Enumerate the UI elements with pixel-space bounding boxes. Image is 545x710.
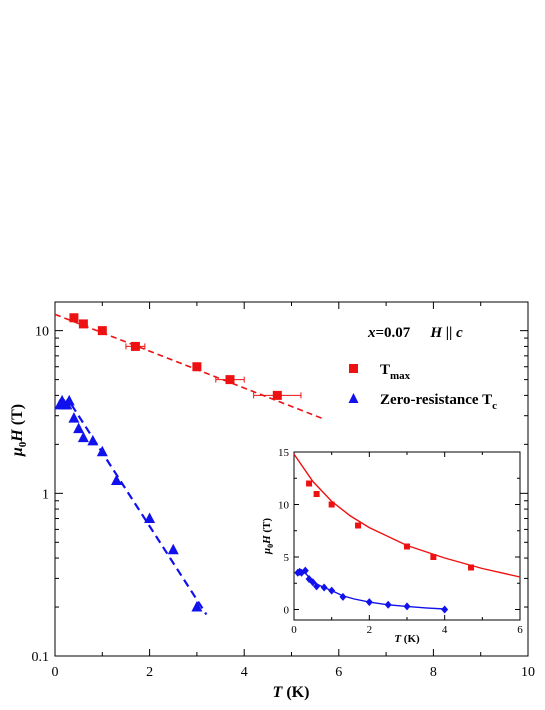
- inset-point-tmax: [313, 491, 320, 497]
- inset-x-tick-label: 4: [442, 624, 448, 636]
- main-point-tc: [167, 543, 179, 555]
- main-point-tmax: [69, 313, 79, 323]
- main-point-tmax: [97, 326, 107, 336]
- main-fit-line-1: [70, 404, 208, 616]
- main-point-tmax: [225, 375, 235, 385]
- main-y-tick-label: 1: [42, 487, 49, 502]
- inset-point-tc: [301, 566, 309, 575]
- inset-x-axis: 0 2 4 6: [291, 452, 523, 636]
- inset-point-tc: [313, 582, 321, 591]
- main-fit-line-0: [54, 313, 325, 421]
- inset-point-tmax: [430, 554, 437, 560]
- main-y-tick-label: 10: [35, 325, 49, 340]
- main-point-tc: [73, 422, 85, 434]
- main-point-tc: [87, 434, 99, 446]
- main-x-tick-label: 6: [335, 665, 342, 680]
- annotation-label: x=0.07 H || c: [367, 325, 463, 341]
- inset-y-axis-title: μ0H (T): [261, 518, 275, 555]
- main-y-axis: 0.1 1 10: [32, 325, 528, 665]
- inset-x-axis-title: T (K): [394, 633, 420, 645]
- inset-y-tick-label: 5: [284, 552, 290, 564]
- main-point-tc: [144, 512, 156, 524]
- legend-label-tc: Zero-resistance Tc: [380, 392, 497, 412]
- inset-x-tick-label: 6: [517, 624, 523, 636]
- main-point-tc: [77, 431, 89, 443]
- main-point-tmax: [192, 362, 202, 372]
- inset-y-tick-label: 15: [278, 447, 290, 459]
- legend: Tmax Zero-resistance Tc: [348, 362, 497, 412]
- main-x-tick-label: 0: [52, 665, 59, 680]
- inset-data-points: [294, 480, 475, 614]
- main-fit-lines: [54, 313, 325, 616]
- main-point-tmax: [130, 341, 140, 351]
- main-y-axis-title: μ0H (T): [9, 404, 29, 457]
- inset-point-tc: [365, 598, 373, 607]
- inset-x-tick-label: 2: [367, 624, 373, 636]
- main-point-tc: [96, 445, 108, 457]
- main-point-tmax: [272, 390, 282, 400]
- legend-marker-tc: [348, 393, 359, 403]
- inset-point-tc: [328, 586, 336, 595]
- inset-point-tmax: [404, 543, 410, 550]
- main-point-tc: [191, 601, 203, 612]
- main-point-tmax: [78, 319, 88, 329]
- inset-point-tc: [339, 592, 347, 601]
- inset-chart: 0 2 4 6 0 5 10 15 T (K) μ0H (T): [261, 447, 523, 645]
- inset-plot-frame: [293, 451, 521, 621]
- inset-point-tc: [309, 578, 317, 587]
- main-point-tc: [68, 412, 80, 423]
- inset-point-tc: [441, 605, 449, 614]
- legend-label-tmax: Tmax: [380, 362, 411, 382]
- inset-fit-curve-1: [304, 572, 445, 610]
- inset-point-tmax: [468, 564, 475, 571]
- inset-y-tick-label: 10: [278, 500, 290, 512]
- main-x-tick-label: 10: [521, 665, 535, 680]
- inset-point-tmax: [328, 501, 335, 508]
- inset-point-tc: [403, 602, 411, 611]
- inset-x-tick-label: 0: [291, 624, 297, 636]
- inset-y-tick-label: 0: [284, 605, 290, 617]
- inset-y-axis: 0 5 10 15: [278, 447, 520, 617]
- main-x-axis-title: T (K): [273, 684, 310, 701]
- main-y-tick-label: 0.1: [32, 650, 50, 665]
- main-x-tick-label: 8: [430, 665, 437, 680]
- inset-point-tmax: [306, 480, 313, 487]
- main-point-tc: [110, 474, 122, 485]
- main-x-axis: 0 2 4 6 8 10: [52, 302, 535, 680]
- main-point-tc: [63, 394, 75, 406]
- main-x-tick-label: 2: [146, 665, 153, 680]
- inset-point-tc: [384, 600, 392, 609]
- inset-point-tmax: [355, 522, 362, 529]
- main-x-tick-label: 4: [241, 665, 248, 680]
- inset-point-tc: [320, 583, 328, 592]
- main-data-points: [54, 313, 302, 612]
- legend-marker-tmax: [349, 364, 358, 373]
